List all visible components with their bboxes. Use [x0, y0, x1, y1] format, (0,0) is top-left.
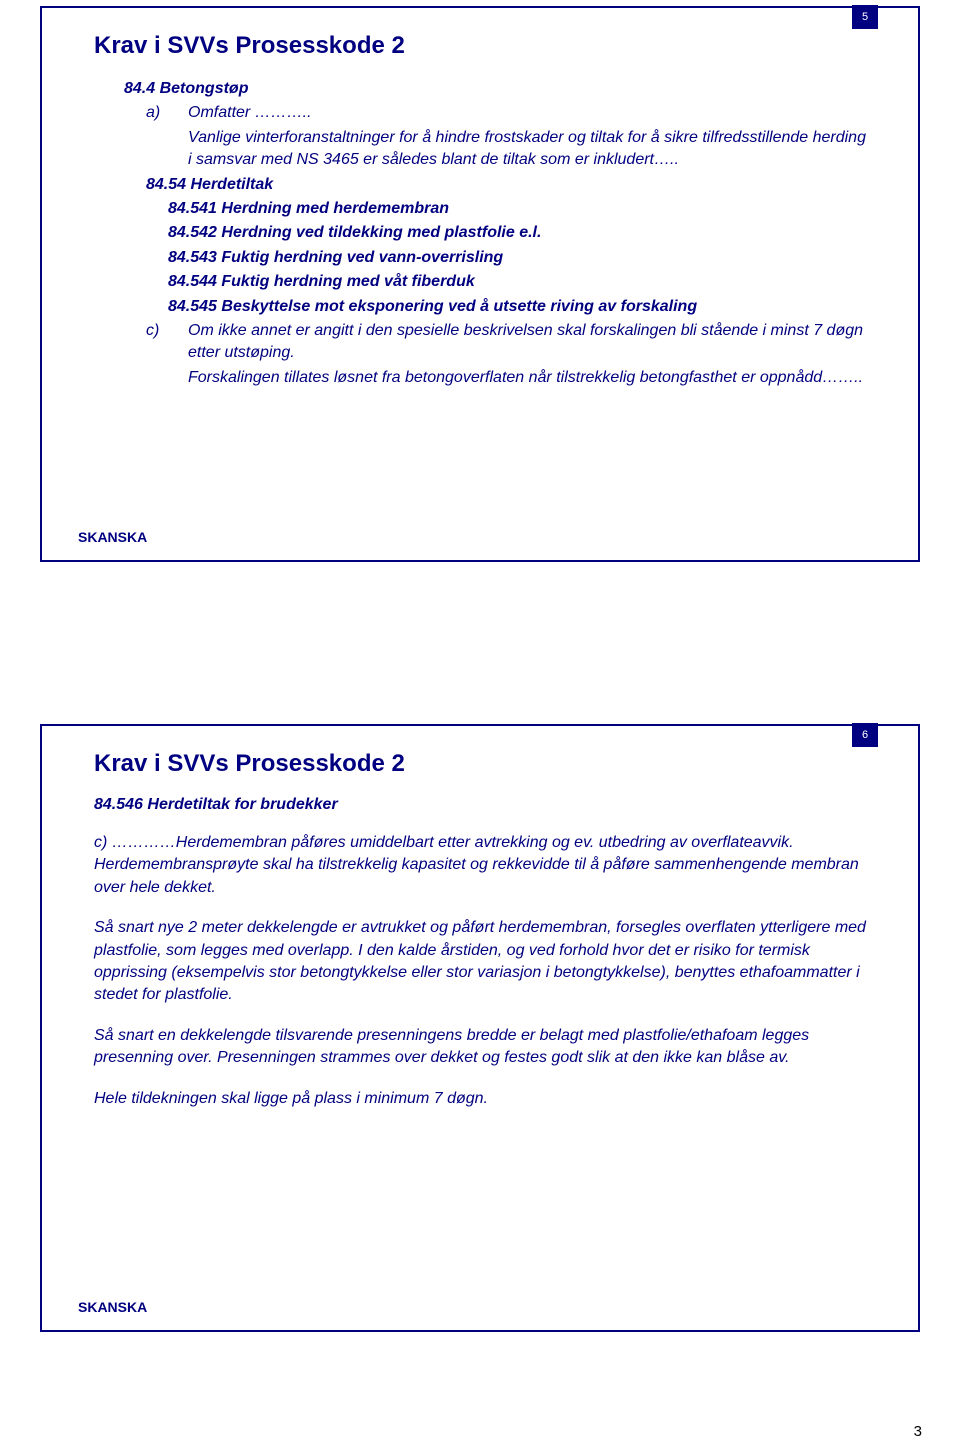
section-heading-84-54: 84.54 Herdetiltak	[146, 174, 866, 196]
paragraph-4: Hele tildekningen skal ligge på plass i …	[94, 1088, 866, 1110]
slide-page-number: 6	[852, 723, 878, 747]
section-heading-84-544: 84.544 Fuktig herdning med våt fiberduk	[168, 271, 866, 293]
slide-title: Krav i SVVs Prosesskode 2	[94, 750, 866, 778]
paragraph-3: Så snart en dekkelengde tilsvarende pres…	[94, 1025, 866, 1070]
document-page-number: 3	[914, 1423, 922, 1440]
section-heading-84-4: 84.4 Betongstøp	[124, 78, 866, 100]
slide-subtitle: 84.546 Herdetiltak for brudekker	[94, 796, 866, 814]
section-heading-84-543: 84.543 Fuktig herdning ved vann-overrisl…	[168, 247, 866, 269]
logo-text: SKANSKA	[78, 1299, 147, 1315]
paragraph-c-continuation: Forskalingen tillates løsnet fra betongo…	[188, 367, 866, 389]
slide-page-number-text: 5	[862, 11, 868, 23]
slide-page-number-text: 6	[862, 729, 868, 741]
paragraph-a-continuation: Vanlige vinterforanstaltninger for å hin…	[188, 127, 866, 172]
paragraph-2: Så snart nye 2 meter dekkelengde er avtr…	[94, 917, 866, 1007]
list-marker-a: a)	[146, 102, 188, 124]
list-item-c: c) Om ikke annet er angitt i den spesiel…	[146, 320, 866, 365]
list-marker-c: c)	[146, 320, 188, 365]
slide-body: 84.4 Betongstøp a) Omfatter ……….. Vanlig…	[94, 78, 866, 389]
paragraph-c1: c) …………Herdemembran påføres umiddelbart …	[94, 832, 866, 899]
slide-2: 6 Krav i SVVs Prosesskode 2 84.546 Herde…	[40, 724, 920, 1332]
list-item-a: a) Omfatter ………..	[146, 102, 866, 124]
section-heading-84-542: 84.542 Herdning ved tildekking med plast…	[168, 222, 866, 244]
list-text-c: Om ikke annet er angitt i den spesielle …	[188, 320, 866, 365]
section-heading-84-541: 84.541 Herdning med herdemembran	[168, 198, 866, 220]
skanska-logo: SKANSKA	[78, 528, 163, 546]
skanska-logo: SKANSKA	[78, 1298, 163, 1316]
slide-1: 5 Krav i SVVs Prosesskode 2 84.4 Betongs…	[40, 6, 920, 562]
logo-text: SKANSKA	[78, 529, 147, 545]
section-heading-84-545: 84.545 Beskyttelse mot eksponering ved å…	[168, 296, 866, 318]
slide-page-number: 5	[852, 5, 878, 29]
list-text-a: Omfatter ………..	[188, 102, 866, 124]
slide-title: Krav i SVVs Prosesskode 2	[94, 32, 866, 60]
